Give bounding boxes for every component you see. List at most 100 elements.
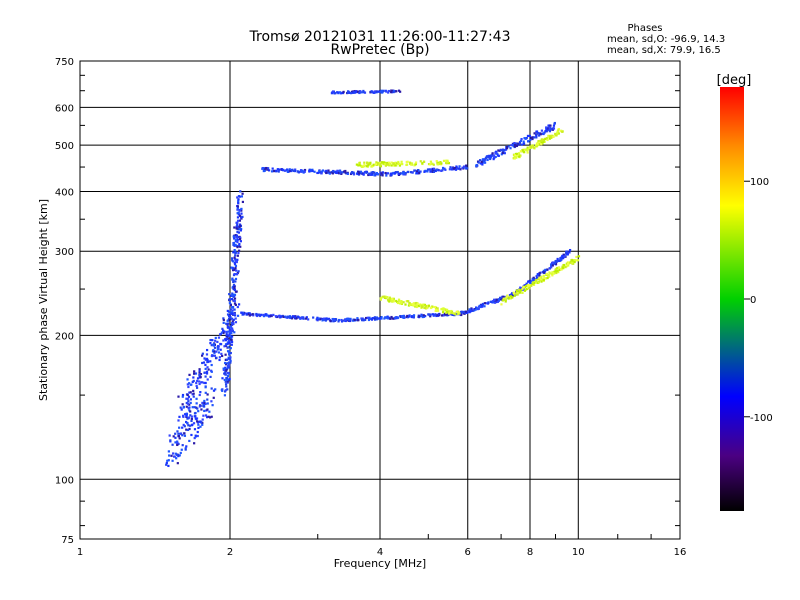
data-point [220, 352, 223, 355]
data-point [507, 297, 510, 300]
data-point [389, 297, 392, 301]
data-point [464, 310, 468, 313]
data-point [391, 300, 394, 303]
data-point [184, 413, 187, 416]
data-point [513, 155, 516, 158]
data-point [183, 434, 187, 437]
data-point [531, 137, 534, 141]
data-point [182, 423, 185, 427]
data-point [471, 308, 474, 311]
data-point [568, 251, 571, 254]
data-point [232, 287, 235, 290]
data-point [229, 361, 232, 364]
data-point [185, 405, 188, 408]
x-axis-ticks: 1 2 4 6 8 10 16 [77, 534, 687, 558]
y-axis-ticks: 75 100 200 300 400 500 600 750 [55, 57, 680, 546]
legend-line-o: mean, sd,O: -96.9, 14.3 [607, 34, 725, 45]
data-point [358, 91, 361, 95]
data-point [362, 89, 365, 93]
y-tick-label: 75 [61, 535, 74, 546]
data-point [227, 346, 230, 349]
data-point [539, 139, 542, 142]
data-point [377, 90, 380, 93]
data-point [203, 381, 206, 385]
data-point [406, 170, 409, 174]
data-point [226, 388, 229, 391]
data-point [220, 388, 223, 392]
data-point [321, 317, 324, 321]
data-point [184, 448, 187, 451]
data-point [274, 315, 277, 318]
data-point [530, 284, 533, 287]
data-point [558, 259, 561, 263]
data-point [293, 316, 296, 319]
data-point [224, 370, 227, 373]
data-point [232, 279, 235, 282]
data-point [308, 170, 311, 173]
data-point [365, 165, 368, 168]
data-point [432, 170, 435, 173]
data-point [262, 313, 265, 317]
data-point [464, 311, 467, 314]
data-point [218, 356, 221, 359]
data-point [188, 403, 191, 406]
data-point [321, 319, 324, 322]
data-point [423, 306, 426, 310]
data-point [348, 319, 351, 322]
data-point [516, 292, 520, 295]
data-point [483, 158, 487, 161]
x-tick-label: 2 [227, 547, 233, 558]
data-point [440, 169, 443, 173]
data-point [555, 134, 558, 137]
data-point [360, 91, 363, 94]
data-point [352, 171, 355, 174]
data-point [233, 273, 236, 276]
data-point [541, 139, 544, 142]
data-point [188, 373, 191, 376]
data-point [234, 239, 238, 242]
data-point [545, 126, 548, 129]
data-point [230, 317, 234, 320]
data-point [192, 422, 196, 425]
data-point [431, 170, 434, 173]
data-point [336, 91, 339, 94]
data-point [297, 315, 300, 319]
data-point [540, 275, 543, 278]
data-point [347, 318, 350, 321]
data-point [222, 318, 225, 322]
data-point [199, 391, 202, 394]
data-point [179, 406, 182, 409]
legend-line-x: mean, sd,X: 79.9, 16.5 [607, 45, 721, 56]
data-point [180, 408, 183, 411]
data-point [554, 132, 557, 135]
data-point [391, 297, 394, 301]
data-point [245, 312, 248, 315]
data-point [380, 316, 383, 319]
data-point [552, 124, 556, 127]
data-point [535, 130, 539, 133]
data-point [206, 366, 209, 369]
data-point [236, 196, 239, 199]
data-point [460, 310, 463, 313]
data-point [450, 309, 453, 313]
data-point [550, 127, 553, 131]
data-point [266, 314, 269, 317]
data-point [196, 434, 199, 438]
data-point [295, 317, 298, 320]
data-point [198, 369, 201, 373]
data-point [526, 151, 529, 154]
data-point [561, 254, 564, 258]
data-point [327, 169, 330, 172]
data-point [367, 164, 370, 167]
x-tick-label: 16 [674, 547, 687, 558]
data-point [187, 407, 190, 410]
data-point [513, 294, 516, 297]
data-point [270, 314, 273, 318]
data-point [380, 89, 383, 92]
data-point [349, 92, 353, 95]
data-point [372, 91, 375, 94]
data-point [215, 356, 218, 359]
data-point [429, 306, 433, 310]
data-point [443, 314, 446, 317]
